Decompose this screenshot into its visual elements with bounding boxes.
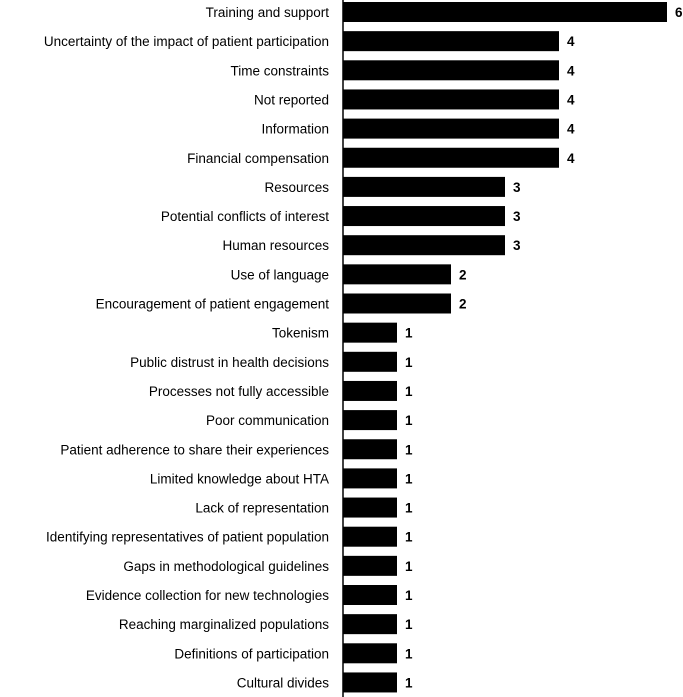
category-label: Identifying representatives of patient p… — [46, 530, 329, 545]
bar — [343, 351, 397, 372]
category-label: Resources — [264, 180, 329, 195]
bar — [343, 176, 505, 197]
data-label: 1 — [405, 588, 413, 603]
category-label: Tokenism — [272, 326, 329, 341]
category-label: Financial compensation — [187, 151, 329, 166]
category-label: Information — [261, 122, 329, 137]
bar — [343, 672, 397, 693]
data-label: 1 — [405, 413, 413, 428]
data-label: 1 — [405, 355, 413, 370]
bar — [343, 380, 397, 401]
category-label: Reaching marginalized populations — [119, 617, 329, 632]
data-label: 3 — [513, 238, 521, 253]
data-label: 1 — [405, 530, 413, 545]
category-label: Training and support — [206, 5, 330, 20]
bar — [343, 555, 397, 576]
bar — [343, 497, 397, 518]
category-label: Time constraints — [230, 63, 329, 78]
data-label: 1 — [405, 617, 413, 632]
bar — [343, 643, 397, 664]
category-label: Evidence collection for new technologies — [86, 588, 329, 603]
category-label: Not reported — [254, 92, 329, 107]
data-label: 1 — [405, 559, 413, 574]
data-label: 1 — [405, 501, 413, 516]
data-label: 4 — [567, 63, 575, 78]
bar — [343, 2, 667, 22]
bar — [343, 235, 505, 256]
category-label: Definitions of participation — [174, 646, 329, 661]
data-label: 4 — [567, 34, 575, 49]
category-label: Public distrust in health decisions — [130, 355, 329, 370]
category-label: Potential conflicts of interest — [161, 209, 329, 224]
bar — [343, 439, 397, 460]
category-label: Uncertainty of the impact of patient par… — [44, 34, 329, 49]
category-labels: Training and support Uncertainty of the i… — [44, 5, 329, 690]
data-label: 1 — [405, 384, 413, 399]
bars-layer — [343, 2, 667, 693]
category-label: Human resources — [222, 238, 329, 253]
data-label: 4 — [567, 122, 575, 137]
bar — [343, 89, 559, 110]
bar — [343, 206, 505, 227]
data-label: 1 — [405, 326, 413, 341]
data-label: 4 — [567, 92, 575, 107]
bar — [343, 31, 559, 52]
category-label: Patient adherence to share their experie… — [60, 442, 329, 457]
category-label: Processes not fully accessible — [149, 384, 329, 399]
bar — [343, 293, 451, 314]
bar — [343, 410, 397, 431]
data-label: 2 — [459, 297, 467, 312]
category-label: Gaps in methodological guidelines — [123, 559, 329, 574]
category-label: Limited knowledge about HTA — [150, 471, 329, 486]
data-label: 6 — [675, 5, 683, 20]
bar — [343, 147, 559, 168]
category-label: Cultural divides — [237, 675, 330, 690]
bar — [343, 526, 397, 547]
category-label: Encouragement of patient engagement — [96, 297, 330, 312]
data-label: 2 — [459, 267, 467, 282]
bar — [343, 322, 397, 343]
data-label: 1 — [405, 471, 413, 486]
bar — [343, 585, 397, 605]
bar — [343, 118, 559, 139]
bar — [343, 468, 397, 489]
data-label: 3 — [513, 209, 521, 224]
data-label: 1 — [405, 646, 413, 661]
data-label: 3 — [513, 180, 521, 195]
data-label: 1 — [405, 675, 413, 690]
data-label: 4 — [567, 151, 575, 166]
bar — [343, 60, 559, 81]
category-label: Use of language — [231, 267, 329, 282]
bar — [343, 614, 397, 635]
value-labels: 6 4 4 4 4 4 3 3 3 2 2 1 1 1 1 1 1 1 1 1 1 1 1 1 — [405, 5, 683, 690]
category-label: Poor communication — [206, 413, 329, 428]
category-label: Lack of representation — [195, 501, 329, 516]
bar — [343, 264, 451, 285]
data-label: 1 — [405, 442, 413, 457]
